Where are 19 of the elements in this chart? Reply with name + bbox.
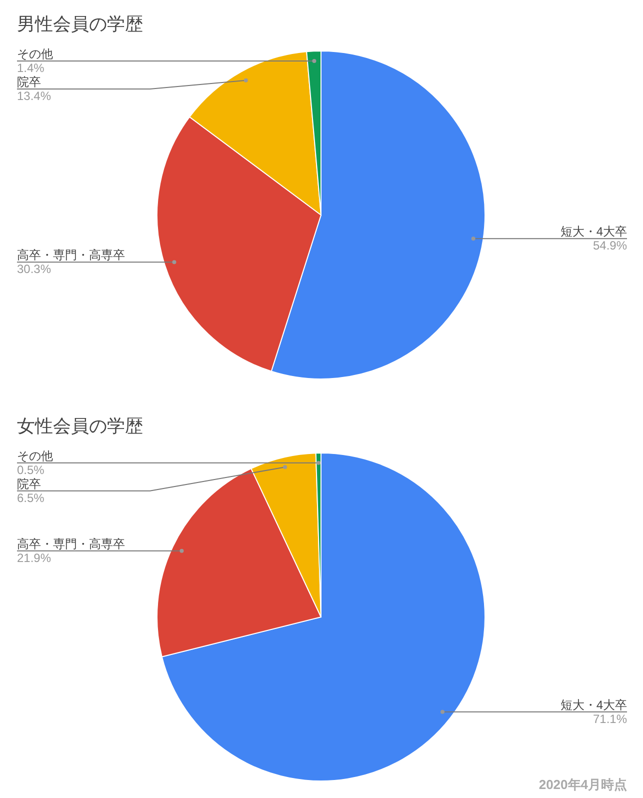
data-label: 1.4% [17, 60, 45, 75]
chart-title: 女性会員の学歴 [17, 416, 143, 436]
data-label: 0.5% [17, 462, 45, 477]
data-label: 54.9% [592, 238, 628, 253]
chart-title: 男性会員の学歴 [17, 14, 143, 34]
slice-label: 院卒 [17, 476, 41, 491]
data-label: 6.5% [17, 490, 45, 505]
slice-label: その他 [17, 448, 53, 463]
data-label: 71.1% [592, 712, 628, 726]
slice-label: 短大・4大卒 [560, 698, 627, 712]
slice-label: 高卒・専門・高専卒 [17, 248, 125, 262]
slice-label: その他 [17, 46, 53, 61]
data-label: 21.9% [17, 550, 52, 565]
data-label: 30.3% [17, 262, 52, 276]
data-label: 13.4% [17, 88, 52, 103]
text: 2020年4月時点 [538, 777, 627, 792]
slice-label: 高卒・専門・高専卒 [17, 536, 125, 551]
slice-label: 院卒 [17, 74, 41, 89]
slice-label: 短大・4大卒 [560, 224, 627, 239]
